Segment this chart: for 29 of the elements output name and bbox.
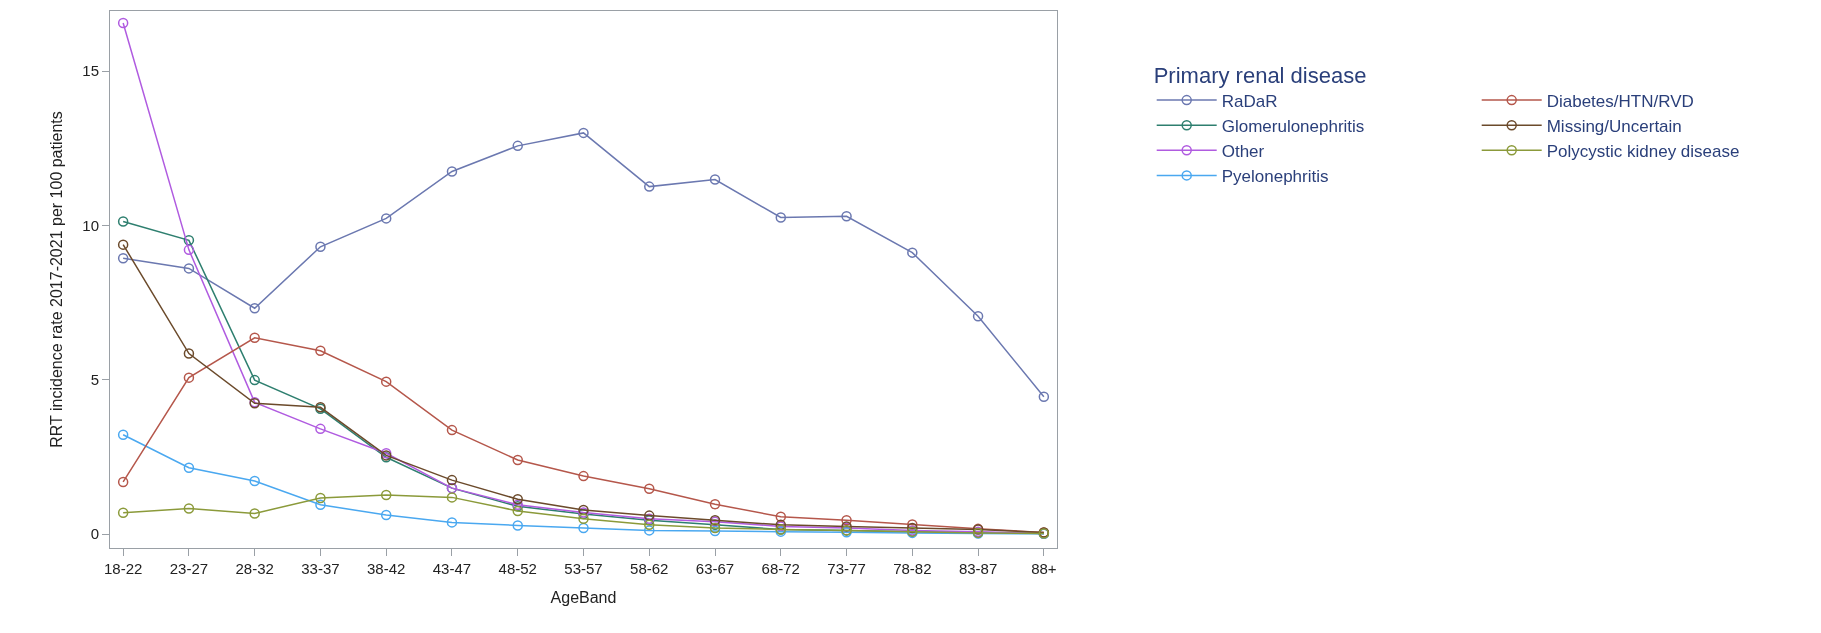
y-tick-label: 15 <box>82 62 99 80</box>
legend-label: Diabetes/HTN/RVD <box>1546 91 1694 111</box>
legend-title: Primary renal disease <box>1153 62 1367 88</box>
x-tick-label: 18-22 <box>103 560 143 577</box>
x-tick-label: 73-77 <box>827 560 866 577</box>
legend-label: Glomerulonephritis <box>1221 116 1365 136</box>
legend-label: Pyelonephritis <box>1221 167 1329 187</box>
x-axis-title: AgeBand <box>550 588 617 606</box>
y-tick-label: 10 <box>82 216 99 234</box>
legend-label: Other <box>1221 141 1265 161</box>
x-tick-label: 28-32 <box>235 560 274 577</box>
x-tick-label: 38-42 <box>367 560 406 577</box>
x-tick-label: 58-62 <box>630 560 669 577</box>
x-tick-label: 83-87 <box>958 560 998 577</box>
x-tick-label: 33-37 <box>301 560 340 577</box>
x-tick-label: 43-47 <box>432 560 472 577</box>
legend-label: Missing/Uncertain <box>1546 116 1682 136</box>
legend-label: Polycystic kidney disease <box>1546 141 1740 161</box>
y-tick-label: 5 <box>90 371 99 389</box>
x-tick-label: 88+ <box>1031 560 1057 577</box>
x-tick-label: 78-82 <box>893 560 932 577</box>
y-tick-label: 0 <box>90 525 99 543</box>
x-tick-label: 48-52 <box>498 560 537 577</box>
x-tick-label: 23-27 <box>169 560 209 577</box>
x-tick-label: 63-67 <box>695 560 735 577</box>
x-tick-label: 53-57 <box>564 560 603 577</box>
y-axis-title: RRT incidence rate 2017-2021 per 100 patients <box>48 111 66 448</box>
legend-label: RaDaR <box>1221 91 1278 111</box>
x-tick-label: 68-72 <box>761 560 800 577</box>
